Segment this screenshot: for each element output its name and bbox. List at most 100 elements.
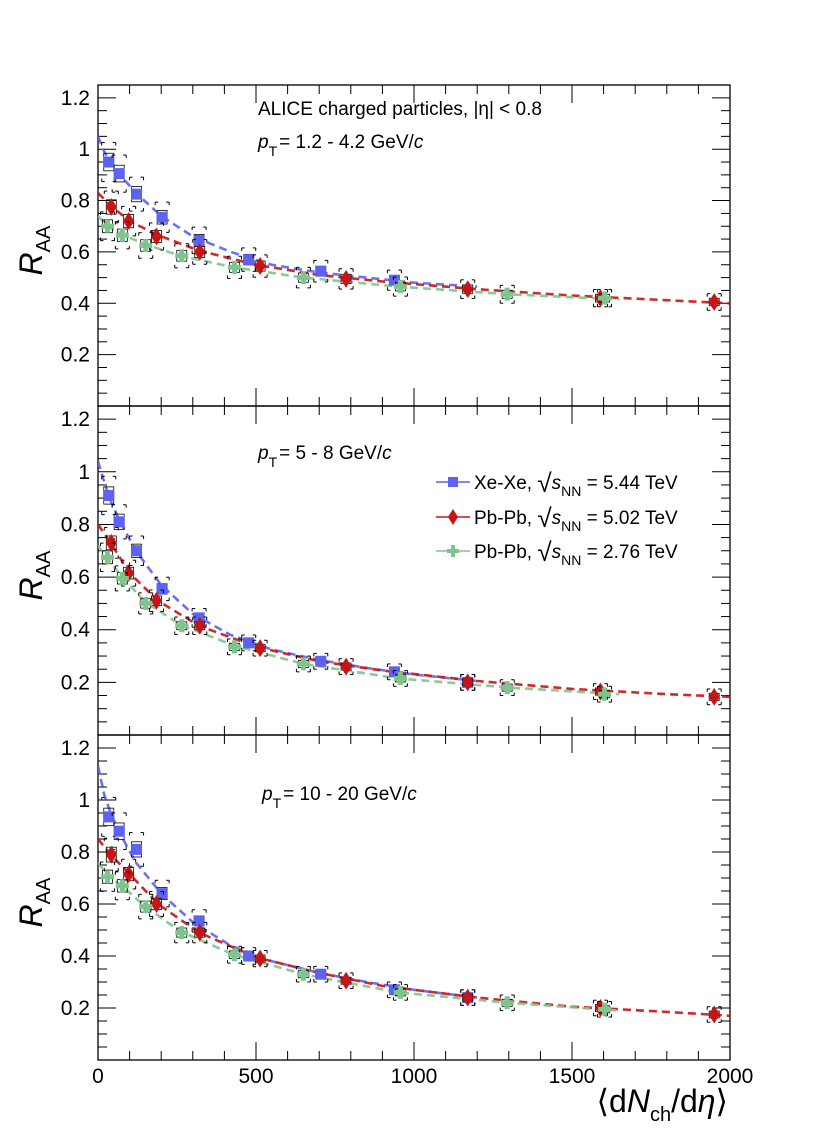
sys-bracket [129, 832, 145, 867]
data-point-pbpb276 [393, 671, 407, 685]
data-point-pbpb276 [598, 291, 612, 305]
data-point-xexe [103, 489, 115, 501]
sqrt-sign: √ [537, 468, 552, 498]
data-point-pbpb276 [175, 619, 189, 633]
data-point-pbpb276 [139, 900, 153, 914]
sys-bracket [597, 289, 613, 308]
data-point-pbpb502 [708, 293, 720, 311]
sys-bracket [101, 475, 117, 516]
sys-bracket [114, 565, 130, 592]
x-tick-labels: 0 500 1000 1500 2000 [92, 1065, 753, 1088]
sys-bracket [252, 949, 268, 968]
x-tick-label: 1500 [549, 1065, 596, 1088]
y-tick-label: 1.2 [61, 737, 90, 760]
header-annotation: ALICE charged particles, |η| < 0.8 [258, 99, 542, 120]
data-point-xexe [113, 168, 125, 180]
sys-bracket [592, 289, 608, 308]
data-area [98, 460, 730, 706]
sys-bracket [460, 279, 476, 300]
data-point-pbpb276 [393, 985, 407, 999]
sys-bracket [706, 688, 722, 706]
data-point-pbpb502 [254, 257, 266, 275]
data-point-pbpb276 [115, 228, 129, 242]
data-point-xexe [103, 156, 115, 168]
y-tick-label: 0.6 [61, 241, 90, 264]
sys-bracket [191, 909, 207, 933]
data-point-xexe [243, 254, 255, 266]
data-point-pbpb276 [500, 996, 514, 1010]
sys-bracket [252, 254, 268, 278]
sys-bracket [114, 221, 130, 250]
x-tick-label: 1000 [391, 1065, 438, 1088]
panel-frame [97, 405, 731, 736]
data-point-xexe [193, 915, 205, 927]
legend-label: Pb-Pb, √sNN = 5.02 TeV [474, 503, 678, 534]
pt-annotation: pT = 5 - 8 GeV/c [257, 443, 392, 470]
data-point-pbpb276 [500, 681, 514, 695]
data-point-pbpb276 [296, 271, 310, 285]
data-point-pbpb502 [254, 639, 266, 658]
sys-bracket [129, 535, 145, 566]
data-point-pbpb502 [105, 845, 117, 864]
data-point-xexe [131, 545, 143, 557]
data-point-pbpb502 [194, 616, 206, 635]
y-axis-title: RAA [13, 877, 55, 927]
pt-annotation: pT = 10 - 20 GeV/c [261, 784, 417, 811]
data-point-xexe [243, 637, 255, 649]
fit-curve-pbpb502 [98, 191, 730, 305]
data-point-pbpb502 [462, 673, 474, 692]
sys-bracket [192, 616, 208, 636]
sys-bracket [174, 616, 190, 636]
legend-marker [448, 477, 458, 487]
sys-bracket [99, 542, 115, 573]
data-point-xexe [243, 950, 255, 962]
sqrt-sign: √ [537, 537, 552, 567]
data-point-pbpb502 [194, 242, 206, 261]
data-point-pbpb276 [175, 926, 189, 940]
data-point-xexe [315, 265, 327, 277]
data-point-pbpb276 [175, 249, 189, 263]
panel-3: 0.2 0.4 0.6 0.8 1 1.2 RAA pT = 10 - 20 GeV/c [13, 734, 731, 1061]
sys-bracket [148, 589, 164, 613]
legend-label: Xe-Xe, √sNN = 5.44 TeV [474, 468, 678, 499]
data-point-pbpb502 [194, 923, 206, 942]
y-tick-label: 0.8 [61, 190, 90, 213]
data-point-pbpb502 [150, 591, 163, 610]
y-tick-label: 0.2 [61, 997, 90, 1020]
y-tick-label: 0.4 [61, 945, 91, 968]
data-area [98, 135, 730, 311]
sys-bracket [252, 639, 268, 657]
sys-bracket [138, 893, 154, 920]
sys-bracket [148, 891, 164, 917]
sys-bracket [499, 679, 515, 697]
legend-entry-xexe: Xe-Xe, √sNN = 5.44 TeV [436, 468, 678, 499]
y-tick-label: 0.2 [61, 344, 90, 367]
sys-bracket [192, 921, 208, 944]
y-tick-label: 0.6 [61, 566, 90, 589]
y-axis-title: RAA [13, 550, 55, 600]
data-point-pbpb502 [462, 988, 474, 1007]
sys-bracket [338, 658, 354, 675]
pt-annotation: pT = 1.2 - 4.2 GeV/c [257, 132, 424, 159]
data-point-xexe [131, 188, 143, 200]
x-tick-label: 500 [238, 1065, 273, 1088]
y-tick-label: 1 [78, 789, 90, 812]
legend-entry-pbpb502: Pb-Pb, √sNN = 5.02 TeV [436, 503, 678, 534]
y-tick-label: 0.4 [61, 292, 91, 315]
sys-bracket [111, 154, 127, 193]
data-point-pbpb276 [598, 687, 612, 701]
y-tick-label: 0.6 [61, 893, 90, 916]
data-point-pbpb276 [500, 287, 514, 301]
sys-bracket [338, 972, 354, 989]
sys-bracket [227, 638, 243, 656]
data-point-xexe [156, 888, 168, 900]
legend-marker [447, 545, 459, 557]
sys-bracket [460, 673, 476, 691]
data-point-xexe [193, 234, 205, 246]
data-point-pbpb276 [393, 280, 407, 294]
x-tick-label: 0 [92, 1065, 104, 1088]
y-tick-label: 1 [78, 461, 90, 484]
sys-bracket [138, 592, 154, 615]
data-point-pbpb276 [115, 879, 129, 893]
sys-bracket [499, 994, 515, 1012]
